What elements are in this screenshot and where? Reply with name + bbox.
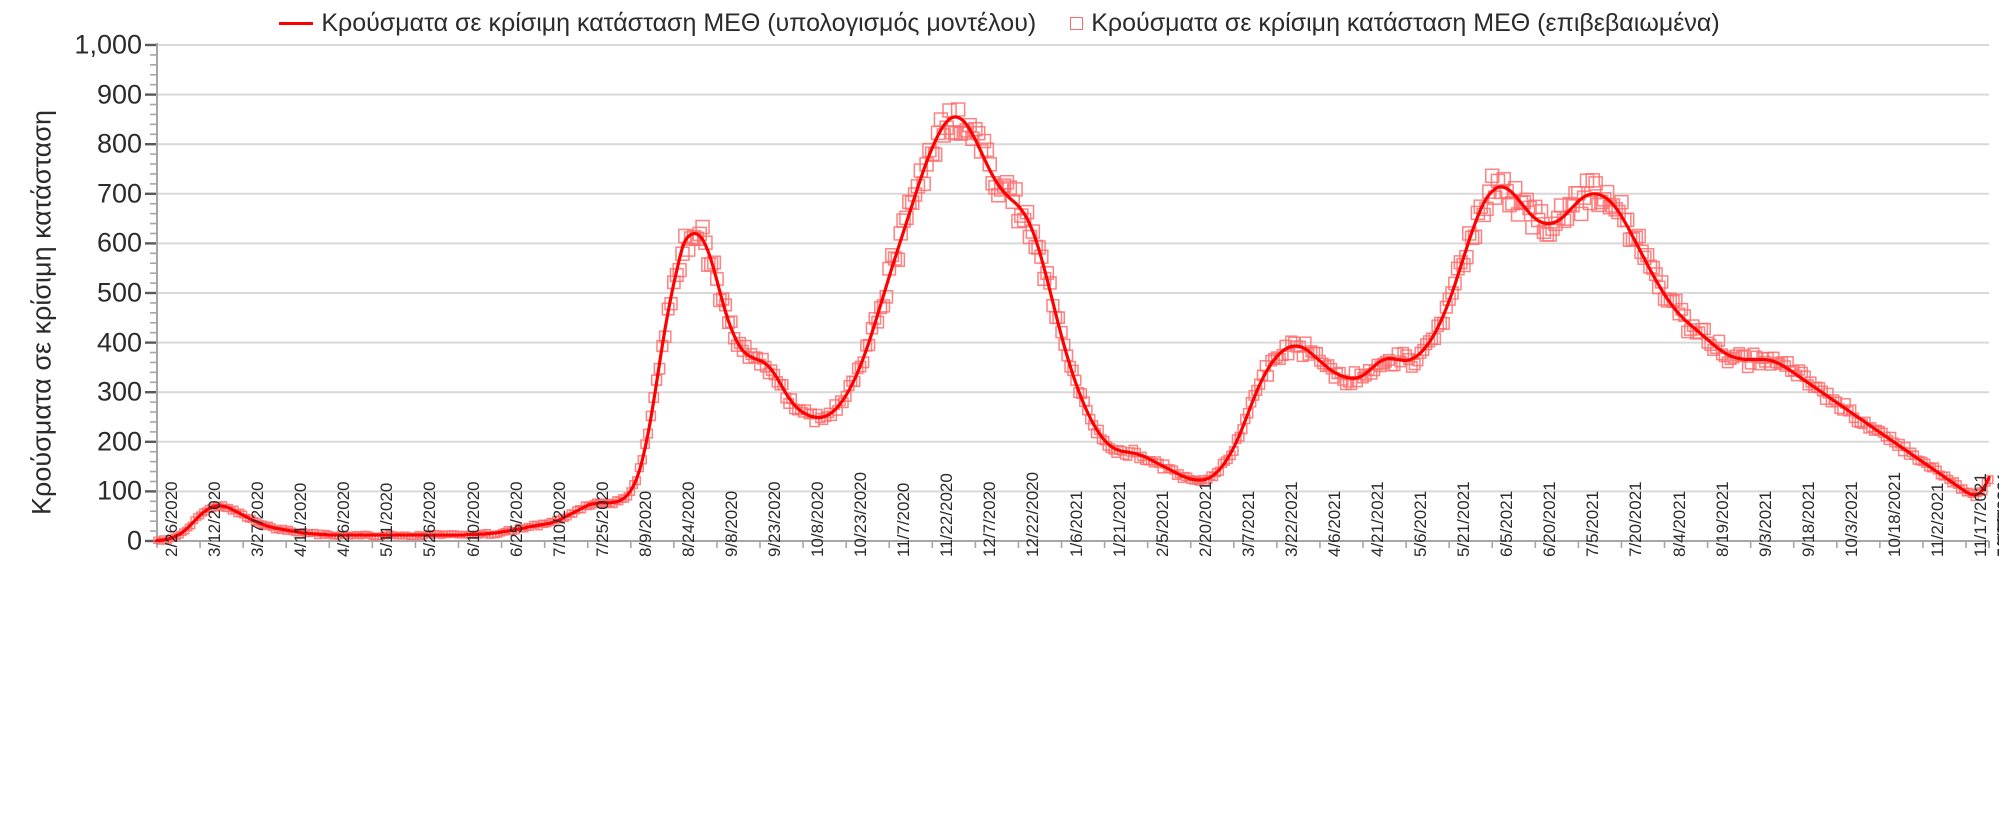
y-tick-label: 1,000 [74,29,142,60]
x-tick-label: 6/5/2021 [1497,490,1517,557]
x-tick-label: 11/7/2020 [894,482,914,557]
x-tick-label: 10/18/2021 [1884,471,1904,557]
y-tick-label: 600 [96,227,142,258]
y-tick-label: 300 [96,376,142,407]
x-tick-label: 6/20/2021 [1540,481,1560,557]
x-tick-label: 6/25/2020 [506,481,526,557]
legend-label-model: Κρούσματα σε κρίσιμη κατάσταση ΜΕΘ (υπολ… [321,9,1037,37]
x-tick-label: 1/6/2021 [1066,490,1086,557]
legend-item-confirmed[interactable]: Κρούσματα σε κρίσιμη κατάσταση ΜΕΘ (επιβ… [1070,8,1720,38]
x-tick-label: 11/17/2021 [1971,473,1991,557]
x-tick-label: 7/20/2021 [1626,481,1646,557]
x-tick-label: 2/26/2020 [162,481,181,557]
legend-square-icon [1070,16,1084,30]
x-tick-label: 9/3/2021 [1755,490,1775,557]
x-tick-label: 8/24/2020 [678,481,698,557]
x-tick-label: 9/8/2020 [721,490,741,557]
y-tick-label: 500 [96,277,142,308]
chart-legend: Κρούσματα σε κρίσιμη κατάσταση ΜΕΘ (υπολ… [0,8,1999,38]
x-tick-label: 5/26/2020 [420,481,440,557]
x-tick-label: 8/9/2020 [635,490,655,557]
x-tick-label: 8/19/2021 [1712,481,1732,557]
x-tick-label: 5/21/2021 [1454,481,1474,557]
y-axis-tick-labels: 0 100 200 300 400 500 600 700 800 900 1,000 [0,0,142,828]
x-tick-label: 3/22/2021 [1281,481,1301,557]
y-tick-label: 900 [96,79,142,110]
x-tick-label: 4/21/2021 [1368,481,1388,557]
x-tick-label: 6/10/2020 [463,481,483,557]
x-tick-label: 9/18/2021 [1798,481,1818,557]
x-tick-label: 10/23/2020 [851,471,871,557]
y-tick-label: 400 [96,327,142,358]
x-tick-label: 7/25/2020 [592,481,612,557]
y-tick-label: 800 [96,128,142,159]
y-tick-label: 700 [96,178,142,209]
x-tick-label: 2/5/2021 [1152,490,1172,557]
x-tick-label: 4/26/2020 [334,481,354,557]
x-tick-label: 4/11/2020 [291,482,311,557]
x-tick-label: 10/8/2020 [808,481,828,557]
legend-line-icon [279,21,314,25]
x-tick-label: 7/10/2020 [549,481,569,557]
x-tick-label: 12/7/2020 [980,481,1000,557]
x-tick-label: 11/22/2020 [937,473,957,557]
x-tick-label: 4/6/2021 [1324,490,1344,557]
x-tick-label: 5/6/2021 [1411,490,1431,557]
x-tick-label: 2/20/2021 [1195,481,1215,557]
legend-label-confirmed: Κρούσματα σε κρίσιμη κατάσταση ΜΕΘ (επιβ… [1091,9,1720,37]
x-tick-label: 3/12/2020 [205,481,225,557]
legend-item-model[interactable]: Κρούσματα σε κρίσιμη κατάσταση ΜΕΘ (υπολ… [279,8,1036,38]
x-tick-label: 5/11/2020 [377,482,397,557]
x-tick-label: 11/2/2021 [1927,482,1947,557]
x-tick-label: 9/23/2020 [765,481,784,557]
x-tick-label: 8/4/2021 [1669,490,1689,557]
x-tick-label: 3/27/2020 [248,481,268,557]
x-tick-label: 12/22/2020 [1023,471,1043,557]
x-tick-label: 7/5/2021 [1583,490,1603,557]
y-tick-label: 0 [126,525,142,556]
x-tick-label: 3/7/2021 [1238,490,1258,557]
x-tick-label: 6/30/2022 [1994,481,1999,557]
y-tick-label: 100 [96,475,142,506]
x-tick-label: 10/3/2021 [1841,481,1861,557]
y-tick-label: 200 [96,426,142,457]
x-tick-label: 1/21/2021 [1109,481,1129,557]
